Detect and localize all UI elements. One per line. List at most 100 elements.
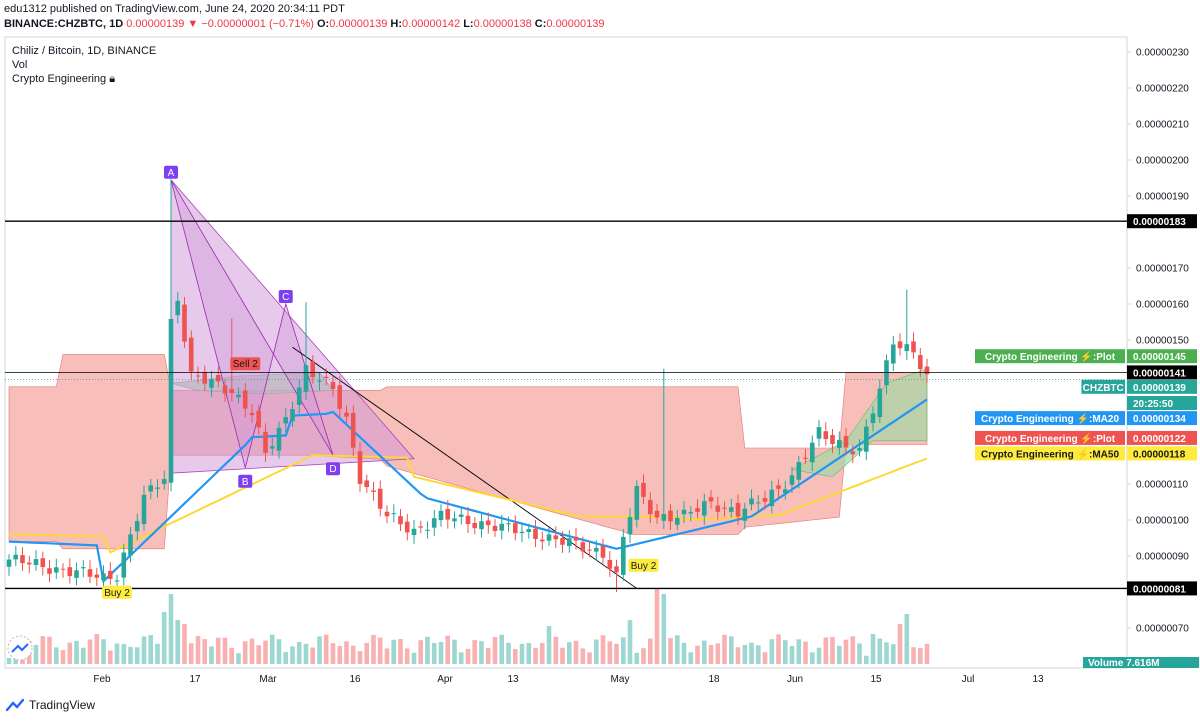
candle-body xyxy=(573,536,579,541)
signal-label: Buy 2 xyxy=(104,588,130,599)
volume-bar xyxy=(290,646,295,664)
pattern-point-label: B xyxy=(242,477,249,488)
candle-body xyxy=(155,487,160,489)
signal-label: Buy 2 xyxy=(631,561,657,572)
volume-bar xyxy=(121,644,127,664)
candle-body xyxy=(263,431,268,453)
candle-body xyxy=(769,489,775,507)
y-tick-label: 0.00000090 xyxy=(1136,552,1189,563)
volume-bar xyxy=(337,646,342,664)
y-tick-label: 0.00000070 xyxy=(1136,624,1189,635)
resistance-price-tag: 0.00000183 xyxy=(1127,214,1197,229)
candle-body xyxy=(492,525,498,531)
candle-body xyxy=(897,341,903,349)
volume-bar xyxy=(418,640,423,664)
legend-title: Chiliz / Bitcoin, 1D, BINANCE xyxy=(12,45,157,57)
plot-green-price-tag: 0.00000145 xyxy=(1127,349,1197,364)
volume-bar xyxy=(485,648,491,664)
volume-bar xyxy=(722,634,727,664)
candle-body xyxy=(648,500,653,515)
candle-body xyxy=(546,534,552,541)
volume-bar xyxy=(202,639,207,664)
volume-bar xyxy=(621,637,626,664)
tradingview-brand: TradingView xyxy=(29,698,96,712)
x-tick-label: Feb xyxy=(93,674,111,685)
candle-body xyxy=(756,502,761,504)
candle-body xyxy=(695,508,700,512)
volume-bar xyxy=(850,636,856,664)
series-label-text: Crypto Engineering ⚡:Plot xyxy=(985,432,1116,445)
volume-bar xyxy=(789,646,795,664)
candle-body xyxy=(607,560,613,569)
candle-body xyxy=(222,385,228,394)
volume-bar xyxy=(776,634,781,664)
volume-tag-box xyxy=(1083,657,1199,668)
volume-bar xyxy=(567,642,572,664)
price-change: −0.00000001 (−0.71%) xyxy=(201,18,314,30)
price-tag-box xyxy=(1127,379,1197,394)
candle-body xyxy=(594,547,599,552)
candle-body xyxy=(803,457,808,459)
candle-body xyxy=(141,494,147,525)
price-tag-box xyxy=(1127,411,1197,426)
volume-bar xyxy=(175,620,180,664)
lock-icon: 🔒︎ xyxy=(109,73,116,85)
series-label-box xyxy=(975,446,1125,461)
volume-bar xyxy=(837,645,842,664)
volume-bar xyxy=(756,645,761,664)
volume-bar xyxy=(60,650,66,664)
candle-body xyxy=(283,417,288,424)
pattern-point-box xyxy=(326,462,340,476)
legend-volume: Vol xyxy=(12,59,28,71)
volume-bar xyxy=(864,655,869,664)
volume-bar xyxy=(377,637,383,664)
candle-body xyxy=(202,371,207,384)
candle-body xyxy=(776,485,781,489)
x-tick-label: May xyxy=(611,674,630,685)
volume-bar xyxy=(729,636,734,664)
ma20-price-tag: 0.00000134 xyxy=(1127,411,1197,426)
price-tag-box xyxy=(1127,396,1197,410)
volume-bar xyxy=(317,636,322,664)
y-tick-label: 0.00000210 xyxy=(1136,120,1189,131)
volume-bar xyxy=(769,639,775,664)
chart-legend: Chiliz / Bitcoin, 1D, BINANCE Vol Crypto… xyxy=(12,44,156,86)
candle-body xyxy=(350,413,356,448)
price-tag-box xyxy=(1127,430,1197,445)
pattern-point-label: C xyxy=(282,292,289,303)
y-tick-label: 0.00000110 xyxy=(1136,480,1189,491)
y-tick-label: 0.00000200 xyxy=(1136,156,1189,167)
candle-body xyxy=(924,366,930,375)
candle-body xyxy=(526,529,532,532)
volume-bar xyxy=(796,639,802,664)
volume-bar xyxy=(540,643,545,664)
volume-bar xyxy=(587,652,592,664)
volume-bar xyxy=(54,647,59,664)
volume-bar xyxy=(499,634,504,664)
current-level-price-tag: 0.00000141 xyxy=(1127,365,1197,380)
volume-bar xyxy=(148,635,153,664)
candle-body xyxy=(13,554,18,560)
candle-body xyxy=(40,558,46,568)
x-tick-label: 17 xyxy=(189,674,201,685)
candle-body xyxy=(864,426,869,452)
candle-body xyxy=(749,498,754,505)
signal-box xyxy=(102,585,132,599)
candle-body xyxy=(229,389,234,393)
volume-bar xyxy=(445,635,450,664)
candle-body xyxy=(614,566,619,573)
tradingview-logo[interactable]: TradingView xyxy=(6,698,95,712)
price-chart[interactable]: A B C D Buy 2 Sell 2 Buy 2 0.00000230 0.00000220… xyxy=(0,0,1200,694)
volume-bar xyxy=(452,639,457,664)
candle-body xyxy=(513,523,518,534)
price-tag-box xyxy=(1127,349,1197,364)
chart-header: edu1312 published on TradingView.com, Ju… xyxy=(0,0,1200,36)
price-tag-value: 0.00000134 xyxy=(1133,414,1186,425)
volume-bar xyxy=(134,647,140,664)
candle-body xyxy=(269,446,275,449)
volume-bar xyxy=(81,647,86,664)
candle-body xyxy=(506,523,511,525)
volume-bar xyxy=(783,640,788,664)
legend-indicator[interactable]: Crypto Engineering 🔒︎ xyxy=(12,73,116,85)
candle-body xyxy=(101,573,106,581)
